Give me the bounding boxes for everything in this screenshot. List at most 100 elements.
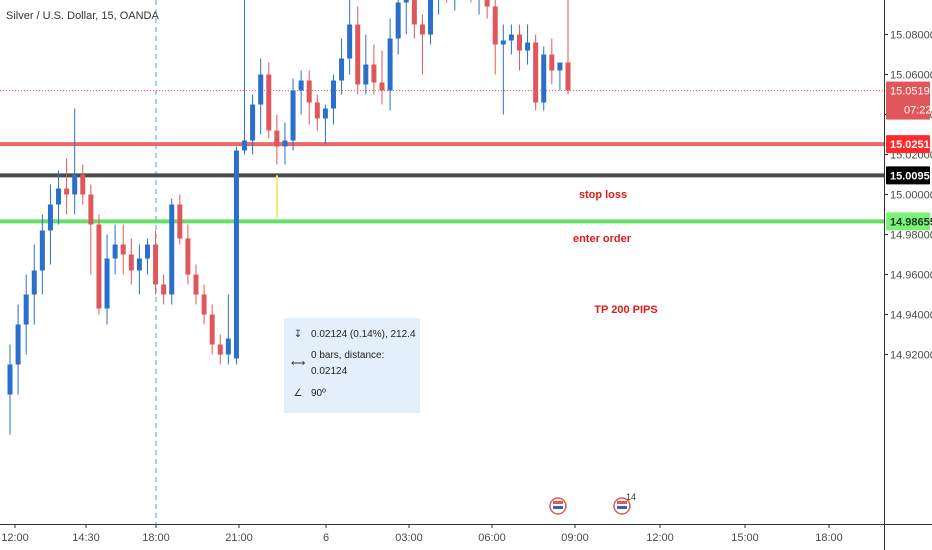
stop-loss-label: stop loss bbox=[579, 189, 627, 201]
candle bbox=[484, 0, 490, 19]
price-tick-label: 14.96000 bbox=[890, 270, 932, 282]
candle bbox=[478, 0, 480, 15]
candle bbox=[80, 164, 86, 205]
candle bbox=[428, 0, 434, 45]
candles-layer bbox=[7, 0, 571, 435]
candle bbox=[363, 34, 369, 95]
candle bbox=[64, 158, 70, 215]
candle-body bbox=[266, 74, 272, 131]
candle-body bbox=[379, 82, 385, 91]
candle bbox=[177, 194, 183, 245]
candle-body bbox=[161, 284, 167, 295]
candle bbox=[347, 0, 353, 75]
candle-body bbox=[525, 42, 531, 51]
candle-body bbox=[193, 274, 199, 295]
candle bbox=[395, 0, 401, 55]
candle bbox=[557, 62, 563, 91]
measure-angle-row: ∠ 90º bbox=[291, 386, 326, 402]
candle bbox=[258, 58, 264, 135]
candle bbox=[371, 44, 377, 95]
candle-body bbox=[428, 0, 434, 35]
countdown-text: 07:22 bbox=[904, 105, 932, 117]
candle bbox=[549, 38, 555, 85]
candle bbox=[23, 274, 29, 355]
candle-body bbox=[274, 130, 280, 147]
candle-body bbox=[56, 188, 62, 205]
candle-body bbox=[306, 80, 312, 103]
candle bbox=[314, 94, 320, 131]
candle-body bbox=[250, 104, 256, 141]
candle-body bbox=[541, 54, 547, 103]
candle-body bbox=[516, 34, 522, 51]
current-price-text: 15.05196 bbox=[890, 86, 932, 98]
price-tick-label: 15.06000 bbox=[890, 70, 932, 82]
candle-body bbox=[508, 34, 514, 41]
candle bbox=[161, 274, 167, 305]
price-tag-bg bbox=[886, 166, 930, 185]
measure-bars-row: ⟷ 0 bars, distance: 0.02124 bbox=[291, 350, 420, 377]
candle bbox=[201, 284, 207, 325]
candle-body bbox=[330, 80, 336, 109]
candle bbox=[47, 184, 53, 265]
time-tick-label: 06:00 bbox=[478, 532, 506, 544]
candle-body bbox=[88, 194, 94, 225]
event-flag-stripe bbox=[553, 506, 563, 509]
price-tick-label: 14.98000 bbox=[890, 230, 932, 242]
vertical-range-icon: ↧ bbox=[293, 329, 303, 340]
candle bbox=[290, 78, 296, 151]
time-tick-label: 12:00 bbox=[646, 532, 674, 544]
candle bbox=[88, 184, 94, 275]
horizontal-lines-layer: stop loss enter order TP 200 PIPS bbox=[0, 0, 884, 524]
candle bbox=[153, 230, 159, 295]
candle bbox=[298, 70, 304, 115]
calendar-event-icon: 14 bbox=[613, 492, 636, 515]
calendar-event-icon bbox=[549, 497, 567, 515]
measure-bars-text: 0 bars, distance: 0.02124 bbox=[311, 350, 385, 377]
candle-body bbox=[144, 244, 150, 259]
candle bbox=[120, 224, 126, 275]
candle-body bbox=[120, 244, 126, 255]
price-tick-label: 15.08000 bbox=[890, 30, 932, 42]
event-flag-stripe bbox=[553, 501, 563, 504]
candle-body bbox=[484, 0, 490, 7]
candle bbox=[282, 122, 288, 165]
candle-body bbox=[395, 2, 401, 39]
price-tag-text: 15.02517 bbox=[890, 139, 932, 151]
time-tick-label: 18:00 bbox=[815, 532, 843, 544]
candle bbox=[500, 24, 506, 115]
time-tick-label: 15:00 bbox=[731, 532, 759, 544]
candle bbox=[128, 238, 134, 285]
candle-body bbox=[233, 150, 239, 359]
candle-body bbox=[225, 338, 231, 355]
candle-body bbox=[314, 102, 320, 119]
candle bbox=[193, 264, 199, 305]
horizontal-range-icon: ⟷ bbox=[291, 358, 306, 369]
price-tag-text: 14.98655 bbox=[890, 216, 932, 228]
candle-body bbox=[104, 258, 110, 309]
candle bbox=[492, 0, 498, 75]
candle-body bbox=[403, 0, 409, 3]
candle-body bbox=[557, 62, 563, 71]
stop-loss-price-tag: 15.02517 bbox=[886, 135, 932, 154]
price-tick-label: 14.94000 bbox=[890, 310, 932, 322]
candle-body bbox=[387, 38, 393, 91]
candle-body bbox=[72, 174, 78, 195]
chart-symbol-title: Silver / U.S. Dollar, 15, OANDA bbox=[6, 10, 159, 22]
candle-body bbox=[112, 244, 118, 259]
candle-body bbox=[80, 174, 86, 195]
candle bbox=[565, 0, 571, 95]
candle bbox=[185, 224, 191, 285]
candle bbox=[31, 244, 37, 325]
candle bbox=[15, 304, 21, 395]
candle bbox=[250, 94, 256, 155]
candle-body bbox=[298, 80, 304, 91]
candle bbox=[274, 114, 280, 165]
candle-body bbox=[177, 204, 183, 239]
candle-body bbox=[23, 294, 29, 325]
enter-order-label: enter order bbox=[573, 233, 632, 245]
candle bbox=[454, 0, 456, 11]
candle bbox=[96, 214, 102, 315]
candle-body bbox=[290, 90, 296, 141]
